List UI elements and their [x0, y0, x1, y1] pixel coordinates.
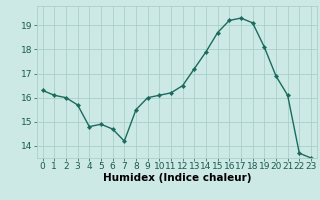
X-axis label: Humidex (Indice chaleur): Humidex (Indice chaleur) — [102, 173, 251, 183]
